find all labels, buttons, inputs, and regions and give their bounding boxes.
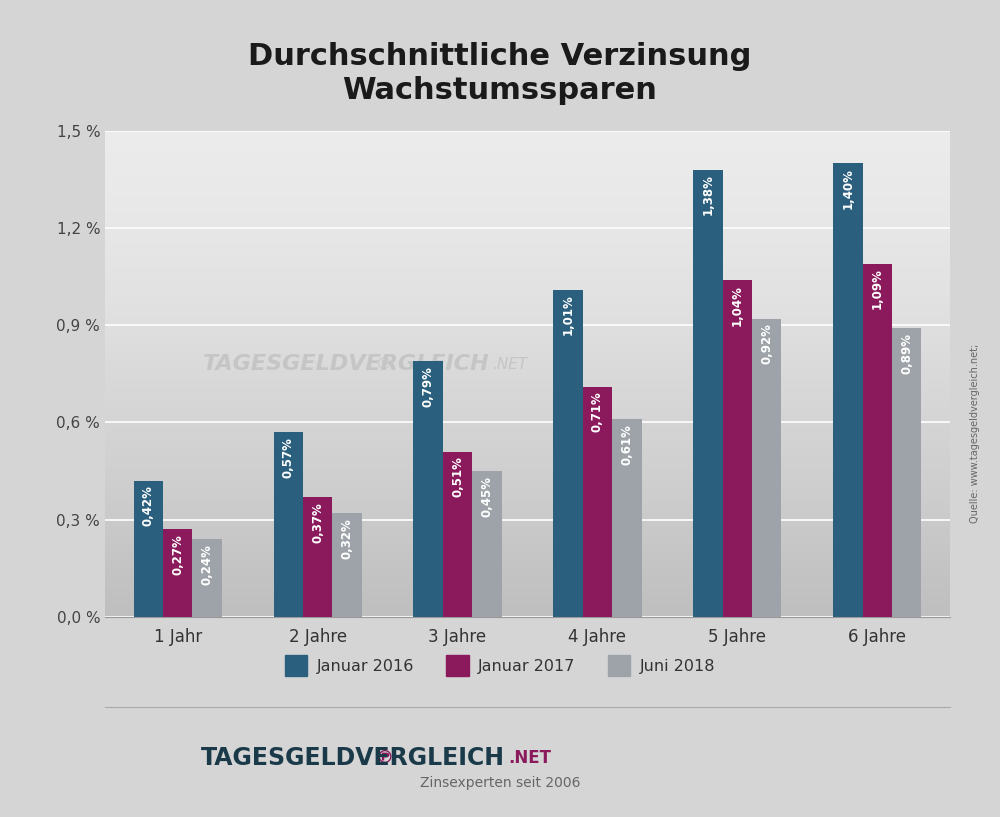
Text: 1,09%: 1,09% <box>871 269 884 310</box>
Text: 0,51%: 0,51% <box>451 457 464 498</box>
Legend: Januar 2016, Januar 2017, Juni 2018: Januar 2016, Januar 2017, Juni 2018 <box>279 649 721 682</box>
Bar <box>752 319 781 617</box>
Text: 0,45%: 0,45% <box>480 475 493 517</box>
Text: TAGESGELDVERGLEICH: TAGESGELDVERGLEICH <box>201 746 505 770</box>
Bar <box>863 264 892 617</box>
Bar <box>892 328 921 617</box>
Text: Durchschnittliche Verzinsung
Wachstumssparen: Durchschnittliche Verzinsung Wachstumssp… <box>248 42 752 105</box>
Text: 1,38%: 1,38% <box>701 175 714 216</box>
Text: ℗: ℗ <box>376 355 392 373</box>
Text: 0,79%: 0,79% <box>422 366 435 407</box>
Text: 0,27%: 0,27% <box>171 534 184 575</box>
Bar <box>332 513 362 617</box>
Text: 1,01%: 1,01% <box>562 294 575 335</box>
Bar <box>192 539 222 617</box>
Bar <box>134 480 163 617</box>
Text: 0,61%: 0,61% <box>620 424 633 465</box>
Text: ℗: ℗ <box>376 749 394 767</box>
Text: Quelle: www.tagesgeldvergleich.net;: Quelle: www.tagesgeldvergleich.net; <box>970 343 980 523</box>
Bar <box>443 452 472 617</box>
Bar <box>723 279 752 617</box>
Text: 0,24%: 0,24% <box>201 544 214 585</box>
Text: 0,89%: 0,89% <box>900 333 913 374</box>
Text: 0,71%: 0,71% <box>591 391 604 432</box>
Bar <box>303 497 332 617</box>
Text: 1,40%: 1,40% <box>841 168 854 209</box>
Text: 1,04%: 1,04% <box>731 284 744 325</box>
Bar <box>833 163 863 617</box>
Text: Zinsexperten seit 2006: Zinsexperten seit 2006 <box>420 775 580 790</box>
Bar <box>413 361 443 617</box>
Text: 0,92%: 0,92% <box>760 324 773 364</box>
Bar <box>693 170 723 617</box>
Bar <box>612 419 642 617</box>
Text: .NET: .NET <box>508 749 551 767</box>
Bar <box>583 386 612 617</box>
Bar <box>274 432 303 617</box>
Bar <box>163 529 192 617</box>
Text: TAGESGELDVERGLEICH: TAGESGELDVERGLEICH <box>203 354 489 374</box>
Bar <box>472 471 502 617</box>
Text: 0,32%: 0,32% <box>341 518 354 559</box>
Text: .NET: .NET <box>492 356 527 372</box>
Text: 0,42%: 0,42% <box>142 485 155 526</box>
Text: 0,57%: 0,57% <box>282 437 295 478</box>
Bar <box>553 289 583 617</box>
Text: 0,37%: 0,37% <box>311 502 324 542</box>
